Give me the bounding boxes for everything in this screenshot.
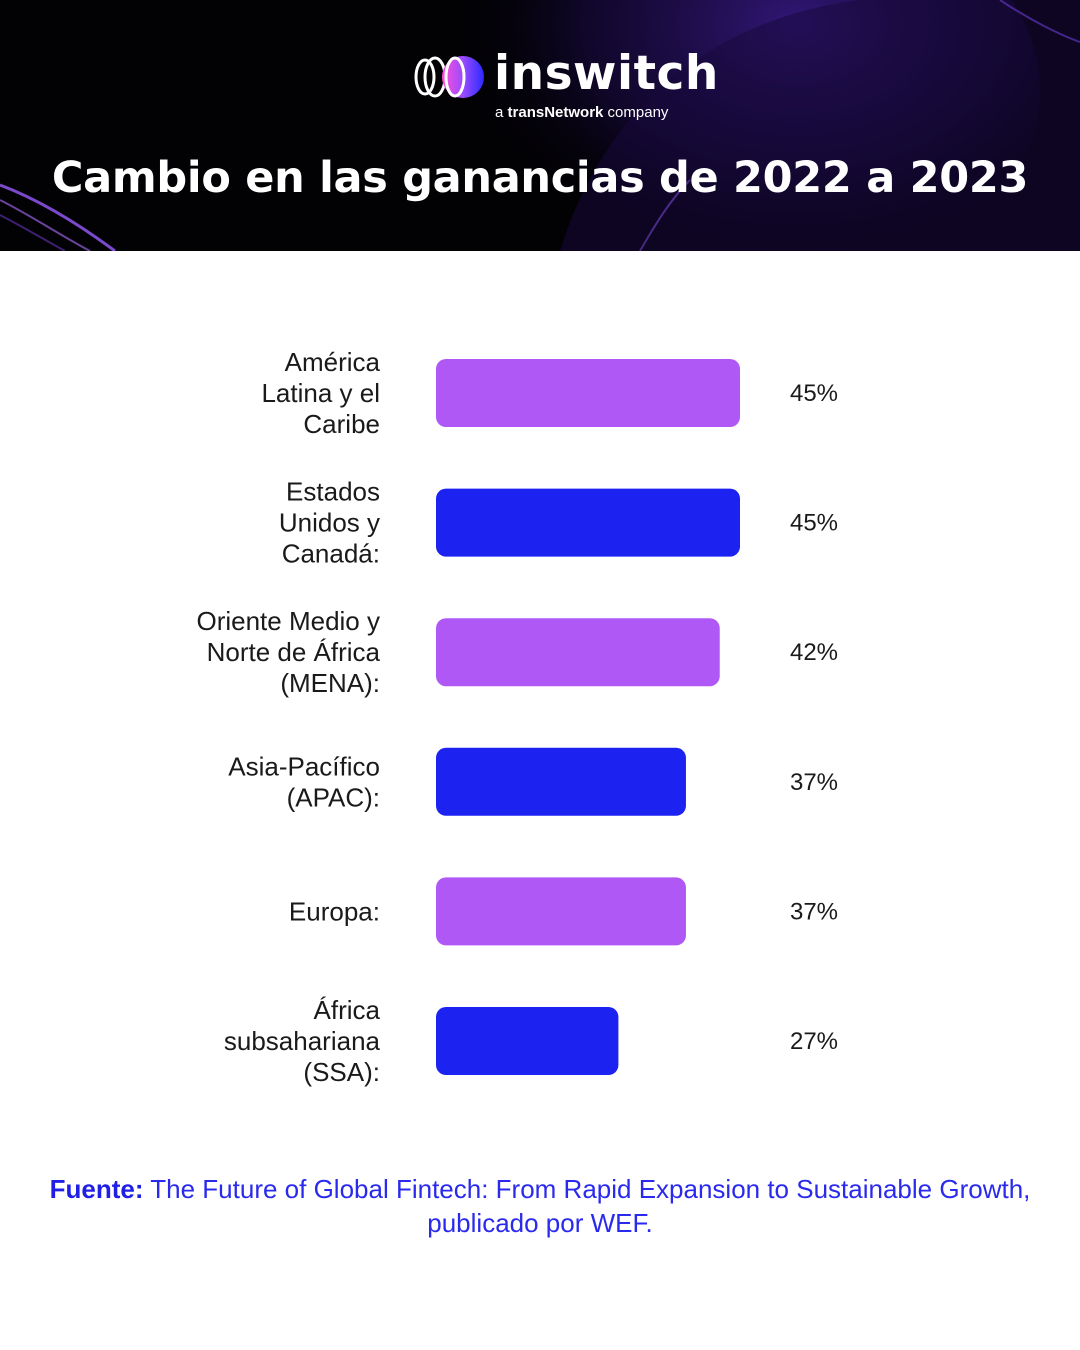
tagline-suffix: company <box>603 104 669 121</box>
category-label-line: subsahariana <box>224 1026 381 1056</box>
value-label-2: 42% <box>790 639 838 666</box>
tagline-brand: transNetwork <box>507 104 604 121</box>
inswitch-logo-icon <box>414 56 484 98</box>
source-text: The Future of Global Fintech: From Rapid… <box>143 1174 1031 1238</box>
brand-name: inswitch <box>494 46 719 101</box>
category-label-line: África <box>314 995 381 1025</box>
value-label-3: 37% <box>790 769 838 796</box>
bar-chart: América Latina y el Caribe 45% Estados Unidos… <box>196 347 838 1087</box>
source-label: Fuente: <box>49 1174 144 1204</box>
category-label-2: Oriente Medio y Norte de África (MENA): <box>196 606 380 698</box>
category-label-1: Estados Unidos y Canadá: <box>279 477 380 569</box>
category-label-line: (SSA): <box>303 1057 380 1087</box>
category-label-0: América Latina y el Caribe <box>261 347 380 439</box>
source-note: Fuente: The Future of Global Fintech: Fr… <box>0 1172 1080 1240</box>
value-label-4: 37% <box>790 898 838 925</box>
category-label-line: Canadá: <box>282 539 380 569</box>
bar-4 <box>436 877 686 946</box>
bar-3 <box>436 747 686 816</box>
header-background-graphic <box>0 0 1080 251</box>
category-label-3: Asia-Pacífico (APAC): <box>228 751 380 812</box>
bar-5 <box>436 1007 619 1075</box>
category-label-line: (APAC): <box>287 782 380 812</box>
bar-2 <box>436 618 720 687</box>
category-label-line: Oriente Medio y <box>196 606 380 636</box>
category-label-4: Europa: <box>289 896 380 926</box>
brand-logo: inswitch a transNetwork company <box>0 46 1080 127</box>
tagline-prefix: a <box>495 104 508 121</box>
category-label-line: (MENA): <box>280 668 380 698</box>
category-label-line: Latina y el <box>261 378 380 408</box>
bar-0 <box>436 359 740 427</box>
chart-title: Cambio en las ganancias de 2022 a 2023 <box>51 153 1029 203</box>
category-label-line: Caribe <box>303 409 380 439</box>
value-label-5: 27% <box>790 1028 838 1055</box>
header-banner: inswitch a transNetwork company Cambio e… <box>0 0 1080 251</box>
value-label-0: 45% <box>790 380 838 407</box>
category-label-line: Estados <box>286 477 380 507</box>
value-label-1: 45% <box>790 510 838 537</box>
category-label-line: Europa: <box>289 896 380 926</box>
category-label-line: Asia-Pacífico <box>228 751 380 781</box>
category-label-5: África subsahariana (SSA): <box>224 995 381 1087</box>
bar-1 <box>436 488 740 557</box>
brand-tagline: a transNetwork company <box>495 104 668 122</box>
category-label-line: Norte de África <box>207 637 381 667</box>
category-label-line: Unidos y <box>279 508 380 538</box>
category-label-line: América <box>285 347 381 377</box>
